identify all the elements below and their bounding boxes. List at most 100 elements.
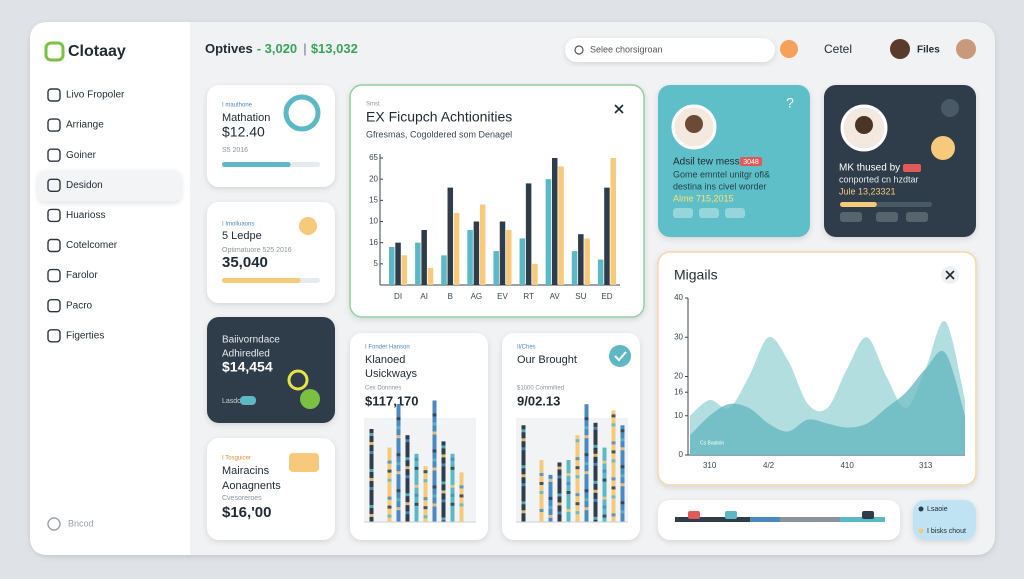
card <box>913 500 976 540</box>
nav-item[interactable]: Huarioss <box>66 210 105 221</box>
bar-segment <box>423 479 428 483</box>
bar-segment <box>584 489 589 493</box>
bar-segment <box>620 510 625 514</box>
card-value: $12.40 <box>222 124 265 140</box>
card-icon <box>283 94 321 132</box>
slider-part <box>840 517 885 522</box>
card-title: Our Brought <box>517 354 577 366</box>
bar-segment <box>459 494 464 498</box>
x-tick-label: AG <box>471 292 483 301</box>
bar-segment <box>611 477 616 481</box>
chip <box>876 212 898 222</box>
bar-segment <box>611 495 616 499</box>
profile-name: MK thused by <box>839 163 900 174</box>
nav-item[interactable]: Desidon <box>66 180 103 191</box>
bar-segment <box>441 508 446 512</box>
card-value: $14,454 <box>222 359 273 375</box>
nav-item[interactable]: Goiner <box>66 150 97 161</box>
y-tick-label: 15 <box>369 195 378 204</box>
bar-segment <box>611 468 616 472</box>
search-box[interactable] <box>565 38 775 62</box>
bar <box>602 447 607 522</box>
card-note: Cvesoreroes <box>222 495 262 502</box>
chart-label: Smst <box>366 102 380 108</box>
badge <box>903 164 921 172</box>
bar-segment <box>405 475 410 479</box>
bar-segment <box>414 466 419 470</box>
user-name: Files <box>917 45 940 56</box>
bar-segment <box>548 505 553 509</box>
slider-handle[interactable] <box>725 511 737 519</box>
bar-segment <box>441 499 446 503</box>
nav-icon <box>47 178 61 193</box>
card-value: 35,040 <box>222 254 268 271</box>
bar-segment <box>548 514 553 518</box>
bar <box>473 221 480 285</box>
bar-segment <box>387 478 392 482</box>
bar <box>441 255 447 285</box>
nav-item[interactable]: Livo Fropoler <box>66 90 125 101</box>
bar-segment <box>405 457 410 461</box>
bar-segment <box>387 469 392 473</box>
bar-segment <box>459 485 464 489</box>
progress-fill <box>840 202 877 207</box>
y-tick-label: 65 <box>369 153 378 162</box>
bar-segment <box>602 505 607 509</box>
bar-segment <box>405 511 410 515</box>
y-tick-label: 16 <box>674 387 683 396</box>
bar-segment <box>575 466 580 470</box>
x-tick-label: AI <box>420 292 428 301</box>
chart-title: EX Ficupch Achtionities <box>366 109 512 125</box>
bar <box>558 166 564 285</box>
bar-segment <box>396 489 401 493</box>
bar-segment <box>539 491 544 494</box>
nav-item[interactable]: Arriange <box>66 120 104 131</box>
bar-segment <box>575 511 580 515</box>
bar-segment <box>441 481 446 485</box>
bar <box>620 425 625 522</box>
card-value: $16,'00 <box>222 504 271 521</box>
bar-segment <box>387 514 392 518</box>
bar-segment <box>414 511 419 515</box>
nav-item[interactable]: Cotelcomer <box>66 240 118 251</box>
bar-segment <box>584 516 589 520</box>
header-link[interactable]: Cetel <box>824 42 852 56</box>
bar-segment <box>432 413 437 417</box>
card-title: Baiivorndace <box>222 335 280 346</box>
bar-segment <box>602 451 607 455</box>
bar-segment <box>575 457 580 461</box>
chart-subtitle: Gfresmas, Cogoldered som Denagel <box>366 129 512 139</box>
card-icon <box>289 453 319 472</box>
slider-handle[interactable] <box>688 511 700 519</box>
slider-handle[interactable] <box>862 511 874 519</box>
nav-icon <box>47 268 61 283</box>
bar-segment <box>405 439 410 443</box>
bar-segment <box>521 429 526 433</box>
card-title: Mairacins <box>222 465 270 477</box>
bar-segment <box>396 435 401 439</box>
bar-segment <box>369 433 374 436</box>
chart-title: Migails <box>674 267 718 283</box>
nav-item[interactable]: Farolor <box>66 270 98 281</box>
help-icon: ? <box>786 95 794 111</box>
bar-segment <box>405 466 410 470</box>
close-button[interactable] <box>614 104 624 114</box>
bar-segment <box>584 435 589 439</box>
annotation: Cs Baaloin <box>700 440 724 446</box>
bar-segment <box>566 464 571 467</box>
notify-button[interactable] <box>780 40 798 58</box>
bar-segment <box>584 453 589 457</box>
nav-item[interactable]: Figerties <box>66 330 104 341</box>
bar <box>493 251 499 285</box>
bar <box>519 238 526 285</box>
close-button[interactable] <box>945 270 955 280</box>
nav-item[interactable]: Pacro <box>66 300 93 311</box>
bar-segment <box>432 476 437 480</box>
bar-segment <box>369 487 374 490</box>
bar-segment <box>432 494 437 498</box>
bar <box>427 268 434 285</box>
bar-segment <box>387 451 392 455</box>
card-note: $1000 Commilted <box>517 386 564 392</box>
nav-icon <box>47 238 61 253</box>
